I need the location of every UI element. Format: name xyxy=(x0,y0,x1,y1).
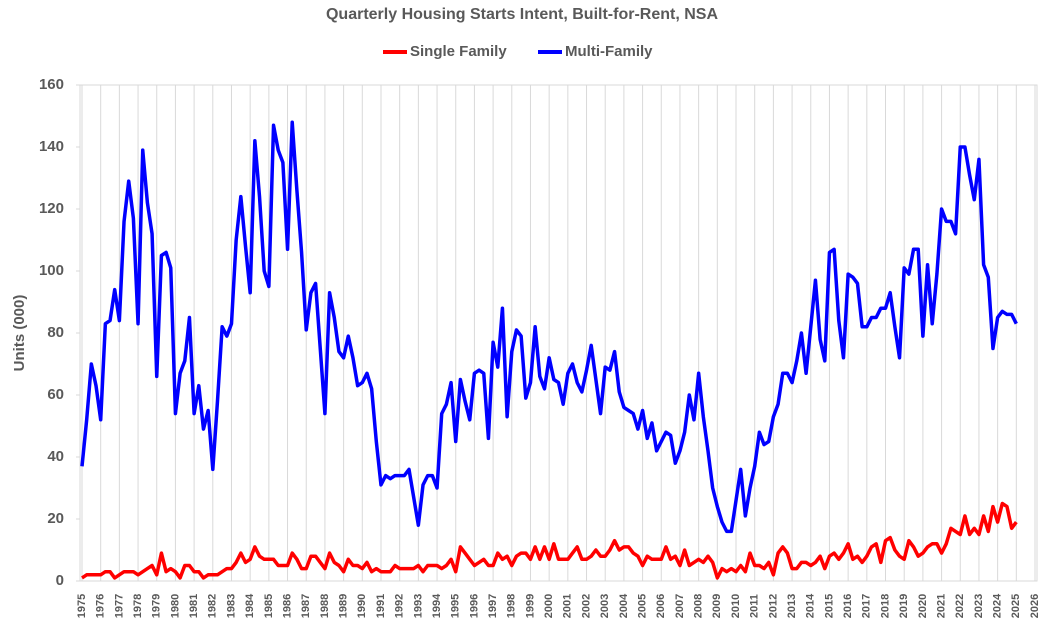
x-tick-label: 2018 xyxy=(879,594,891,618)
x-tick-label: 1980 xyxy=(169,594,181,618)
x-tick-label: 2021 xyxy=(935,594,947,618)
y-tick-label: 0 xyxy=(56,572,64,589)
x-tick-label: 2022 xyxy=(954,594,966,618)
x-tick-label: 1990 xyxy=(356,594,368,618)
x-tick-label: 2016 xyxy=(842,594,854,618)
y-tick-label: 160 xyxy=(39,76,64,93)
x-tick-label: 2023 xyxy=(973,594,985,618)
x-tick-label: 1997 xyxy=(487,594,499,618)
y-tick-label: 120 xyxy=(39,200,64,217)
x-tick-label: 2019 xyxy=(898,594,910,618)
x-tick-label: 2011 xyxy=(749,594,761,618)
x-tick-label: 2001 xyxy=(562,594,574,618)
x-tick-label: 1983 xyxy=(225,594,237,618)
y-tick-label: 60 xyxy=(47,386,64,403)
x-tick-label: 2012 xyxy=(767,594,779,618)
x-tick-label: 1981 xyxy=(188,594,200,618)
x-tick-label: 2017 xyxy=(861,594,873,618)
x-tick-label: 1975 xyxy=(76,594,88,618)
x-tick-label: 1984 xyxy=(244,593,256,618)
series-line xyxy=(81,501,1018,580)
x-tick-label: 1995 xyxy=(450,594,462,618)
x-tick-label: 2020 xyxy=(917,594,929,618)
x-tick-label: 1988 xyxy=(319,594,331,618)
x-tick-label: 2007 xyxy=(674,594,686,618)
y-tick-label: 80 xyxy=(47,324,64,341)
x-tick-label: 1979 xyxy=(151,594,163,618)
x-tick-label: 1996 xyxy=(468,594,480,618)
x-tick-label: 1999 xyxy=(524,594,536,618)
x-tick-label: 2015 xyxy=(823,594,835,618)
x-tick-label: 2003 xyxy=(599,594,611,618)
x-tick-label: 2024 xyxy=(992,593,1004,618)
chart-title: Quarterly Housing Starts Intent, Built-f… xyxy=(326,6,718,23)
x-tick-label: 1976 xyxy=(95,594,107,618)
x-tick-label: 2006 xyxy=(655,594,667,618)
x-tick-label: 1993 xyxy=(412,594,424,618)
x-tick-label: 1977 xyxy=(113,594,125,618)
y-axis-label: Units (000) xyxy=(11,295,28,372)
x-tick-label: 2026 xyxy=(1029,594,1041,618)
x-tick-label: 2010 xyxy=(730,594,742,618)
x-tick-label: 2004 xyxy=(618,593,630,618)
x-tick-label: 1987 xyxy=(300,594,312,618)
x-tick-label: 1982 xyxy=(207,594,219,618)
x-tick-label: 1989 xyxy=(338,594,350,618)
y-tick-label: 40 xyxy=(47,448,64,465)
y-tick-label: 100 xyxy=(39,262,64,279)
x-tick-label: 1978 xyxy=(132,594,144,618)
y-tick-label: 20 xyxy=(47,510,64,527)
x-tick-label: 1998 xyxy=(506,594,518,618)
x-tick-label: 2008 xyxy=(693,594,705,618)
x-tick-label: 1991 xyxy=(375,594,387,618)
legend-label: Single Family xyxy=(410,43,507,60)
legend-label: Multi-Family xyxy=(565,43,653,60)
x-tick-label: 2013 xyxy=(786,594,798,618)
x-tick-label: 1992 xyxy=(394,594,406,618)
x-tick-label: 2014 xyxy=(805,593,817,618)
series-line xyxy=(80,120,1018,534)
x-tick-label: 2009 xyxy=(711,594,723,618)
x-tick-label: 2000 xyxy=(543,594,555,618)
x-tick-label: 1994 xyxy=(431,593,443,618)
y-tick-label: 140 xyxy=(39,138,64,155)
x-tick-label: 2002 xyxy=(580,594,592,618)
x-tick-label: 1986 xyxy=(281,594,293,618)
x-tick-label: 2025 xyxy=(1010,594,1022,618)
x-tick-label: 2005 xyxy=(636,594,648,618)
x-tick-label: 1985 xyxy=(263,594,275,618)
